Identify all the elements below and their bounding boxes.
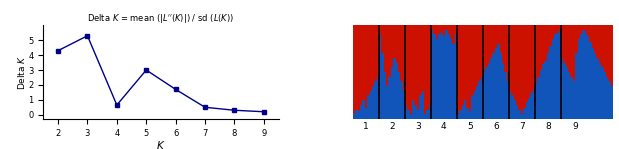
Title: Delta $K$ = mean ($|L''(K)|$) / sd ($L(K)$): Delta $K$ = mean ($|L''(K)|$) / sd ($L(K… <box>87 12 235 25</box>
Y-axis label: Delta $K$: Delta $K$ <box>16 55 27 90</box>
X-axis label: $K$: $K$ <box>156 139 166 149</box>
